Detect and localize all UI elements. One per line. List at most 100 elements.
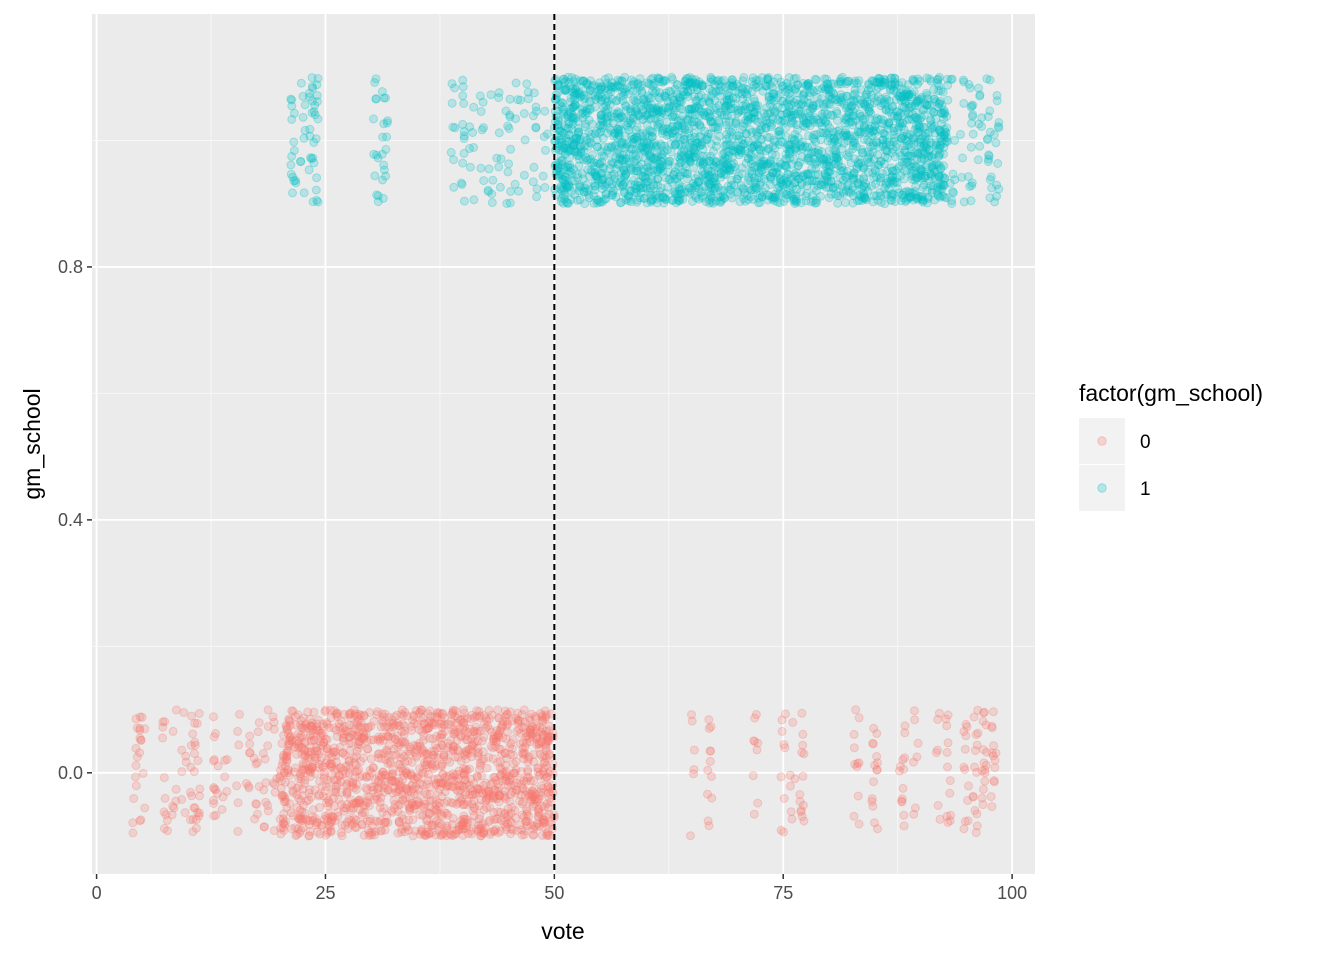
point: [305, 730, 315, 740]
point: [353, 739, 363, 749]
point: [801, 191, 811, 201]
point: [501, 775, 511, 784]
point: [326, 817, 336, 827]
point: [435, 784, 445, 794]
point: [398, 794, 408, 804]
point: [540, 751, 550, 761]
point: [719, 193, 729, 203]
point: [427, 759, 437, 769]
point: [379, 165, 389, 175]
point: [329, 793, 339, 803]
point: [457, 781, 467, 791]
point: [279, 791, 289, 801]
point: [355, 772, 365, 782]
point: [459, 718, 468, 728]
point: [698, 151, 708, 161]
point: [288, 706, 298, 716]
point: [435, 733, 445, 743]
point: [519, 109, 529, 118]
point: [537, 801, 547, 811]
point: [294, 729, 303, 738]
point: [418, 765, 428, 775]
point: [541, 761, 551, 770]
point: [494, 791, 504, 801]
point: [884, 118, 893, 128]
point: [446, 736, 456, 746]
point: [393, 738, 403, 748]
point: [532, 184, 542, 194]
point: [512, 778, 522, 788]
point: [387, 715, 397, 725]
point: [427, 820, 437, 830]
point: [333, 779, 343, 789]
point: [568, 103, 577, 112]
point: [366, 754, 376, 764]
point: [376, 779, 386, 789]
point: [476, 831, 486, 841]
point: [430, 775, 439, 784]
point: [371, 827, 381, 837]
point: [284, 739, 294, 749]
point: [400, 757, 410, 767]
point: [541, 738, 551, 748]
point: [357, 810, 367, 820]
point: [570, 146, 579, 156]
point: [505, 707, 515, 717]
point: [363, 744, 372, 754]
point: [461, 779, 471, 789]
point: [478, 819, 488, 828]
point: [447, 710, 456, 719]
point: [411, 782, 421, 791]
point: [776, 772, 786, 782]
point: [532, 797, 542, 806]
point: [458, 824, 468, 834]
point: [687, 153, 697, 163]
point: [494, 783, 504, 793]
point: [496, 744, 506, 754]
point: [279, 750, 289, 760]
point: [278, 757, 288, 767]
point: [531, 713, 541, 723]
point: [394, 721, 404, 731]
point: [310, 785, 320, 795]
point: [289, 137, 299, 147]
point: [306, 792, 316, 802]
point: [706, 746, 716, 756]
point: [351, 752, 361, 761]
point: [322, 735, 332, 745]
point: [304, 820, 314, 829]
point: [755, 125, 765, 135]
point: [484, 817, 494, 827]
point: [852, 78, 862, 88]
point: [233, 826, 243, 836]
point: [346, 805, 356, 815]
y-axis: 0.00.40.8: [58, 257, 92, 783]
point: [439, 752, 449, 762]
point: [462, 735, 472, 745]
point: [505, 198, 515, 208]
point: [731, 86, 741, 96]
point: [963, 816, 973, 826]
point: [765, 172, 775, 182]
point: [400, 726, 410, 736]
point: [326, 812, 336, 822]
point: [610, 129, 620, 139]
point: [317, 781, 327, 791]
point: [300, 778, 310, 788]
point: [590, 185, 600, 195]
point: [517, 799, 527, 809]
point: [543, 803, 553, 813]
point: [306, 721, 316, 731]
point: [457, 180, 467, 189]
point: [474, 820, 484, 830]
point: [488, 793, 498, 803]
point: [374, 749, 384, 759]
point: [425, 802, 435, 812]
point: [489, 734, 499, 744]
point: [355, 805, 365, 815]
point: [532, 192, 542, 202]
point: [330, 765, 340, 775]
point: [966, 102, 976, 112]
point: [424, 809, 434, 819]
point: [975, 141, 985, 151]
